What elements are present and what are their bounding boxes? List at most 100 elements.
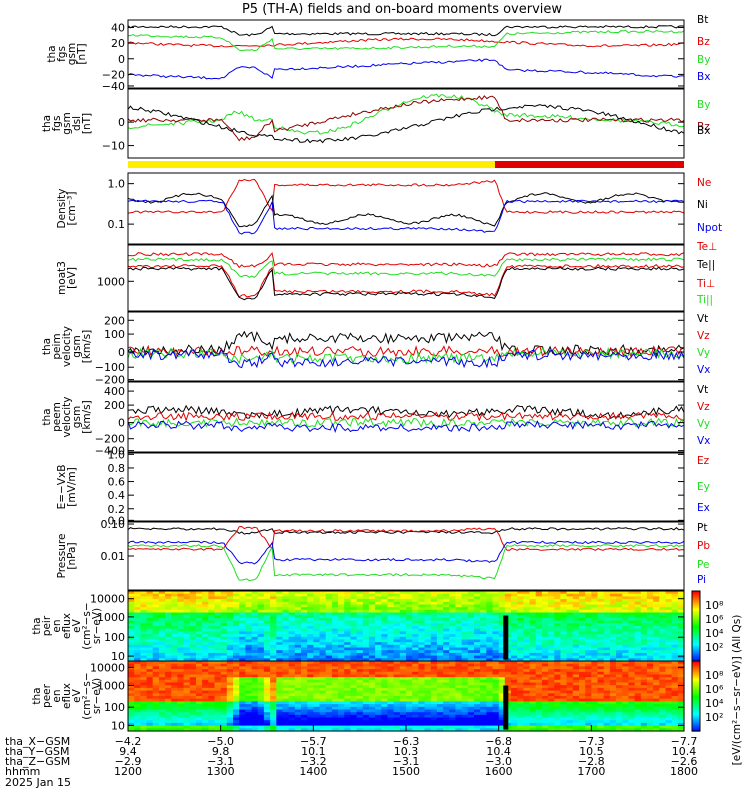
heatmap-cell	[535, 685, 543, 689]
heatmap-cell	[307, 661, 314, 665]
heatmap-cell	[517, 642, 524, 646]
heatmap-cell	[276, 626, 284, 630]
heatmap-cell	[461, 663, 469, 667]
heatmap-cell	[646, 644, 654, 649]
heatmap-cell	[239, 722, 246, 727]
heatmap-cell	[387, 631, 395, 635]
series-Pt	[127, 527, 685, 535]
heatmap-cell	[554, 626, 562, 630]
heatmap-cell	[208, 706, 216, 711]
heatmap-cell	[393, 604, 401, 608]
heatmap-cell	[406, 658, 413, 662]
heatmap-cell	[245, 693, 253, 697]
heatmap-cell	[257, 687, 265, 692]
heatmap-cell	[603, 674, 611, 678]
y-axis-label: peir	[41, 615, 53, 636]
heatmap-cell	[288, 617, 296, 622]
heatmap-cell	[152, 696, 160, 700]
heatmap-cell	[548, 720, 555, 724]
heatmap-cell	[449, 634, 456, 638]
heatmap-cell	[313, 628, 321, 632]
heatmap-cell	[233, 696, 240, 700]
heatmap-cell	[368, 623, 376, 627]
heatmap-cell	[251, 596, 259, 600]
heatmap-cell	[597, 604, 605, 608]
heatmap-cell	[288, 591, 296, 595]
heatmap-cell	[350, 599, 358, 603]
heatmap-cell	[609, 601, 617, 606]
heatmap-cell	[480, 714, 487, 719]
heatmap-cell	[393, 666, 401, 670]
heatmap-cell	[146, 593, 154, 597]
heatmap-cell	[548, 687, 555, 692]
heatmap-cell	[535, 722, 543, 727]
heatmap-cell	[529, 593, 537, 597]
heatmap-cell	[239, 666, 246, 670]
heatmap-cell	[245, 601, 253, 606]
heatmap-cell	[486, 717, 494, 721]
heatmap-cell	[640, 620, 648, 624]
heatmap-cell	[498, 658, 506, 662]
heatmap-cell	[276, 617, 284, 622]
heatmap-cell	[535, 612, 543, 616]
heatmap-cell	[511, 669, 518, 673]
heatmap-cell	[140, 639, 148, 643]
heatmap-cell	[307, 601, 314, 606]
heatmap-cell	[461, 626, 469, 630]
heatmap-cell	[467, 639, 475, 643]
heatmap-cell	[350, 725, 358, 729]
heatmap-cell	[566, 671, 574, 676]
heatmap-cell	[486, 661, 494, 665]
heatmap-cell	[418, 658, 426, 662]
heatmap-cell	[609, 690, 617, 694]
heatmap-cell	[338, 693, 345, 697]
heatmap-cell	[270, 722, 277, 727]
heatmap-cell	[498, 596, 506, 600]
y-tick-label: 100	[104, 701, 125, 714]
heatmap-cell	[603, 620, 611, 624]
panels: 40200−20−40thafgsgsm[nT]BtBzByBx0−10thaf…	[31, 14, 722, 732]
heatmap-cell	[152, 671, 160, 676]
heatmap-cell	[467, 712, 475, 716]
heatmap-cell	[270, 709, 277, 713]
heatmap-cell	[523, 642, 531, 646]
heatmap-cell	[196, 599, 203, 603]
heatmap-cell	[541, 647, 549, 651]
heatmap-cell	[158, 639, 166, 643]
heatmap-cell	[443, 701, 450, 705]
heatmap-cell	[492, 661, 500, 665]
heatmap-cell	[140, 696, 148, 700]
heatmap-cell	[189, 593, 197, 597]
y-tick-label: −10	[102, 140, 125, 153]
colorbar-cell	[692, 710, 700, 713]
heatmap-cell	[276, 612, 284, 616]
heatmap-cell	[523, 725, 531, 729]
heatmap-cell	[276, 620, 284, 624]
heatmap-cell	[492, 642, 500, 646]
heatmap-cell	[424, 655, 432, 659]
heatmap-cell	[381, 604, 389, 608]
heatmap-cell	[467, 671, 475, 676]
heatmap-cell	[406, 626, 413, 630]
heatmap-cell	[362, 720, 370, 724]
heatmap-cell	[270, 650, 277, 654]
heatmap-cell	[381, 658, 389, 662]
heatmap-cell	[640, 666, 648, 670]
heatmap-cell	[560, 679, 568, 684]
heatmap-cell	[294, 642, 302, 646]
heatmap-cell	[177, 687, 185, 692]
heatmap-cell	[597, 601, 605, 606]
heatmap-cell	[313, 655, 321, 659]
heatmap-cell	[338, 615, 345, 619]
heatmap-cell	[443, 717, 450, 721]
heatmap-cell	[529, 655, 537, 659]
heatmap-cell	[202, 663, 209, 667]
colorbar-cell	[692, 617, 700, 620]
heatmap-cell	[399, 623, 407, 627]
heatmap-cell	[387, 620, 395, 624]
heatmap-cell	[585, 617, 592, 622]
heatmap-cell	[443, 626, 450, 630]
heatmap-cell	[381, 644, 389, 649]
heatmap-cell	[609, 728, 617, 732]
heatmap-cell	[196, 712, 203, 716]
